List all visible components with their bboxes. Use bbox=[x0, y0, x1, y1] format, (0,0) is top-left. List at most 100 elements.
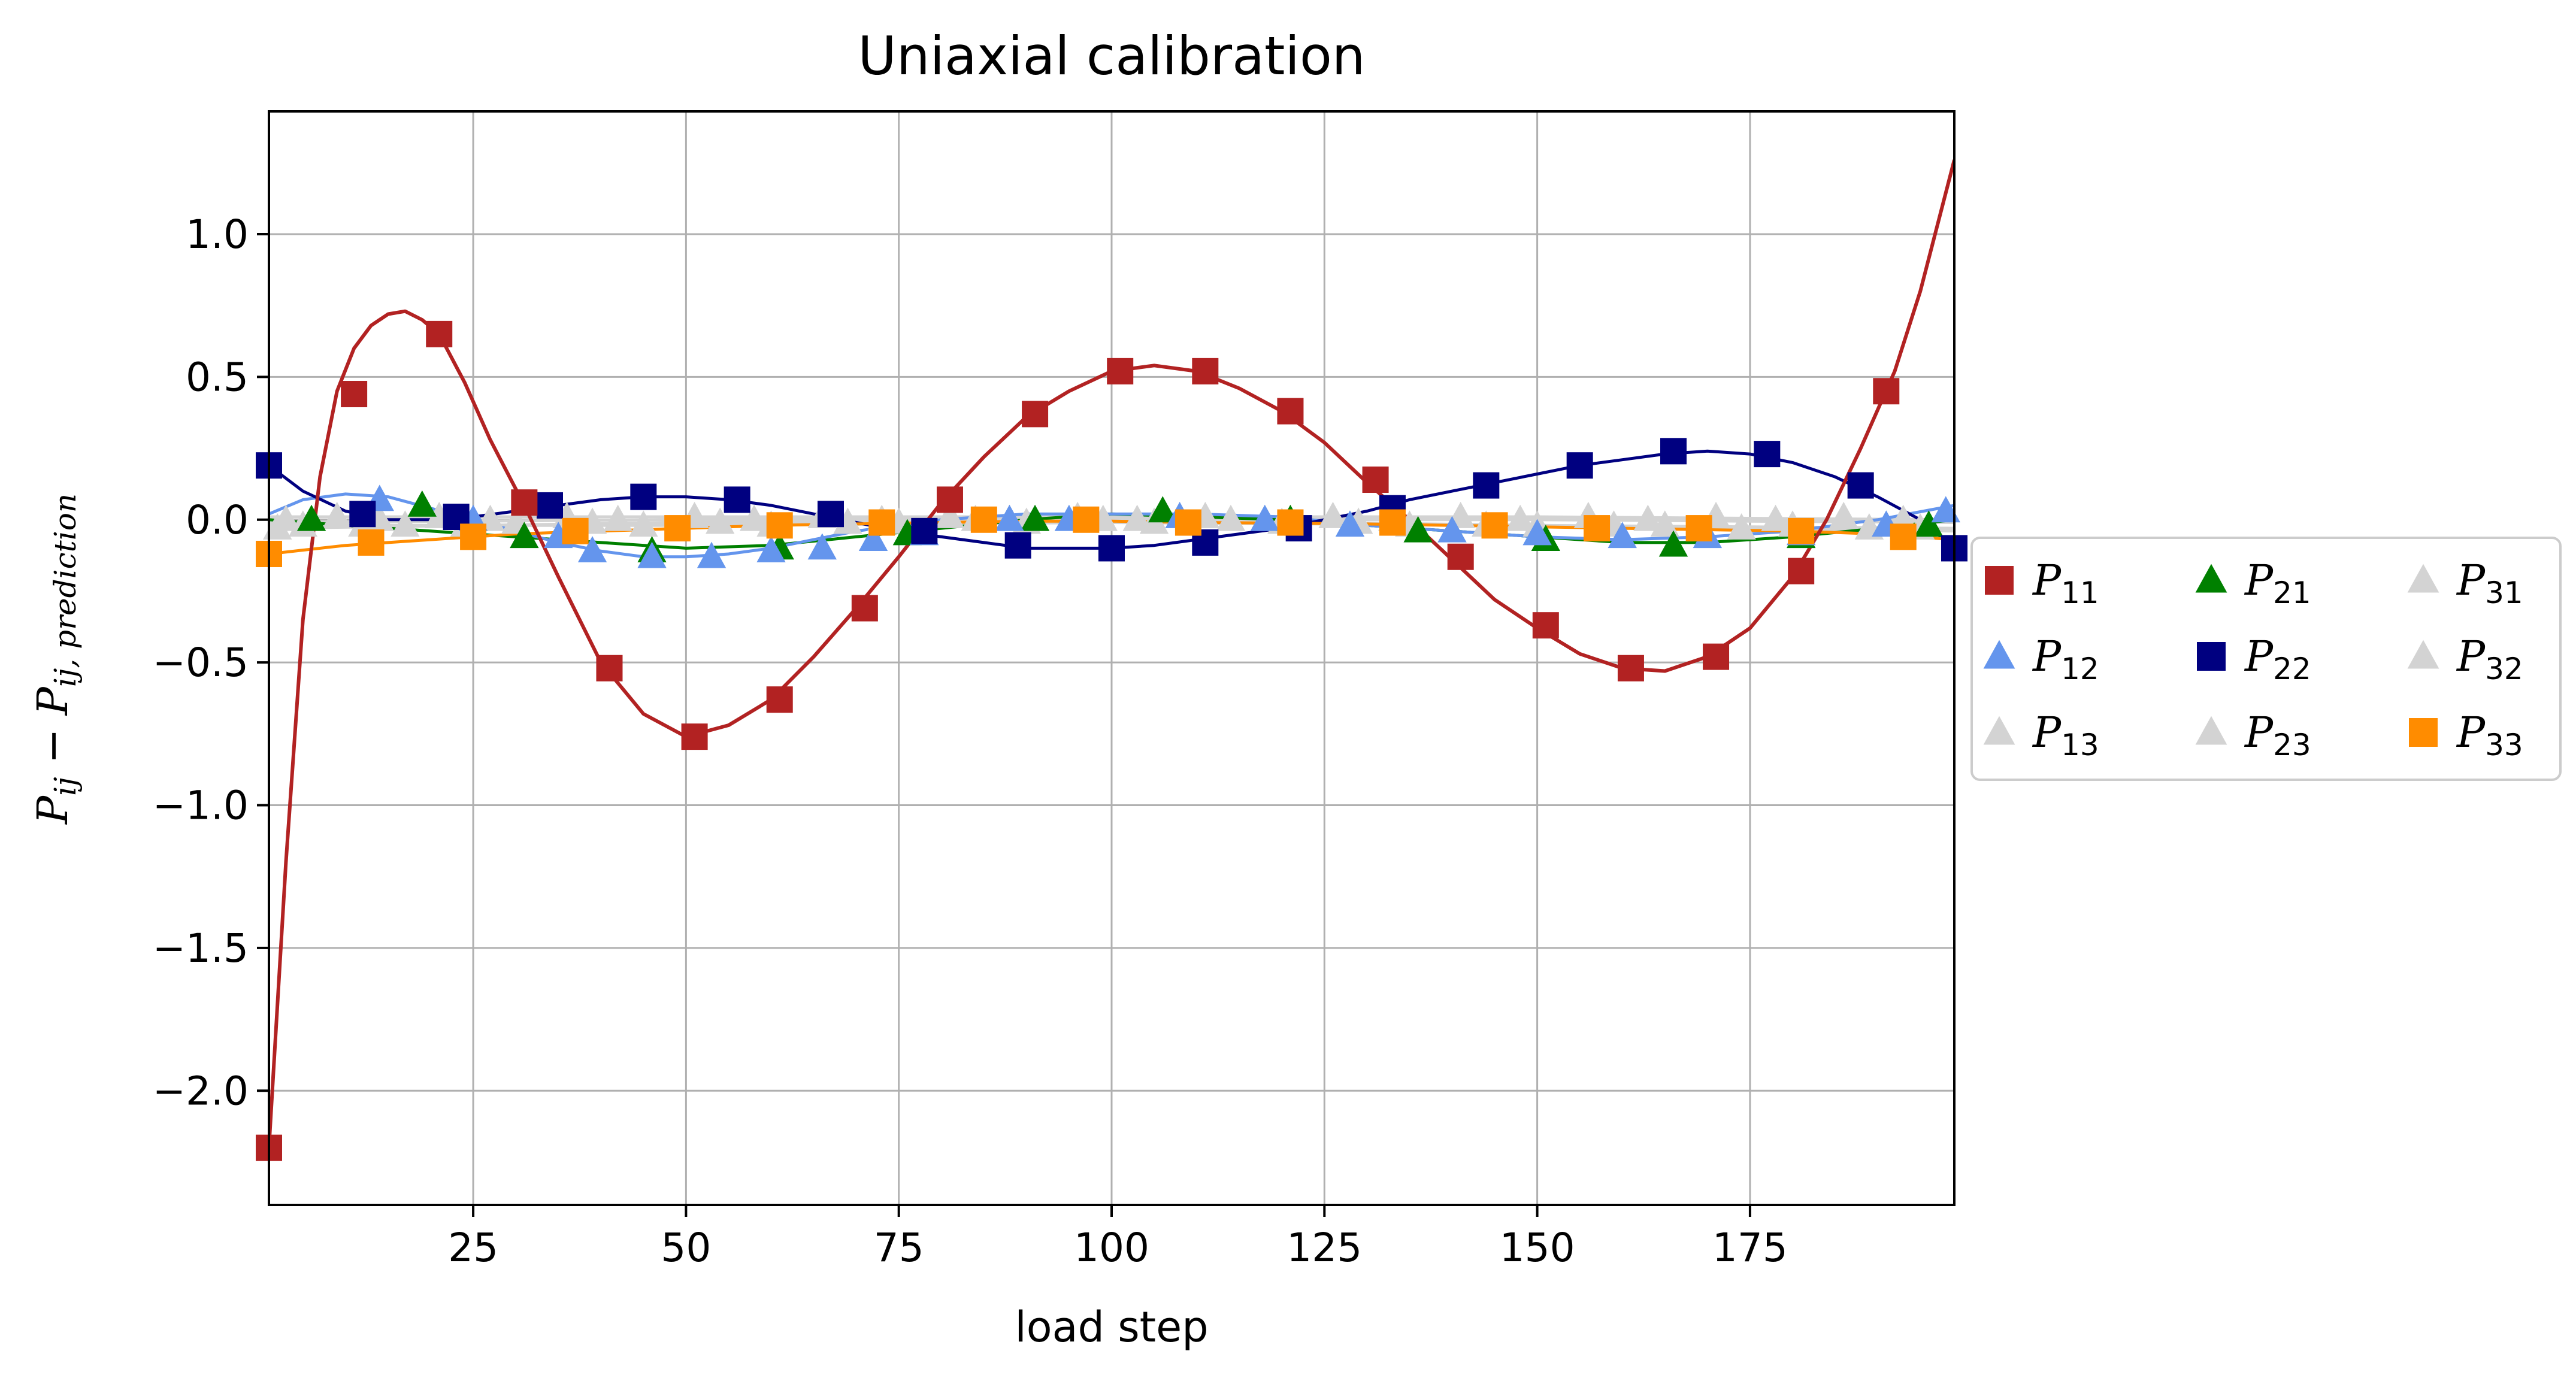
legend-label-sub: 11 bbox=[2061, 576, 2099, 610]
legend-label-sub: 33 bbox=[2485, 728, 2523, 762]
legend-marker-p21 bbox=[2195, 564, 2227, 593]
legend-label-p13: P13 bbox=[2032, 708, 2099, 762]
marker-p22 bbox=[1566, 452, 1593, 479]
marker-p31 bbox=[1829, 501, 1858, 528]
legend-label-p11: P11 bbox=[2032, 556, 2099, 610]
marker-p33 bbox=[562, 517, 589, 544]
legend-label-main: P bbox=[2244, 708, 2274, 757]
marker-p21 bbox=[1658, 530, 1688, 557]
marker-p12 bbox=[1437, 516, 1467, 543]
y-tick-label: −1.5 bbox=[153, 925, 249, 971]
marker-p33 bbox=[1379, 509, 1406, 536]
legend-label-main: P bbox=[2456, 708, 2486, 757]
marker-p11 bbox=[596, 655, 623, 682]
marker-p11 bbox=[1703, 643, 1730, 670]
marker-p11 bbox=[1362, 467, 1389, 493]
marker-p11 bbox=[511, 489, 538, 516]
y-tick-label: −1.0 bbox=[153, 783, 249, 829]
marker-p11 bbox=[1192, 358, 1219, 384]
marker-p32 bbox=[833, 507, 862, 534]
marker-p21 bbox=[407, 490, 437, 517]
marker-p11 bbox=[1277, 398, 1304, 425]
x-tick-label: 125 bbox=[1287, 1225, 1362, 1271]
marker-p12 bbox=[756, 536, 786, 563]
marker-p22 bbox=[349, 501, 376, 528]
x-tick-label: 50 bbox=[661, 1225, 711, 1271]
marker-p22 bbox=[1754, 441, 1781, 468]
marker-p32 bbox=[1727, 513, 1756, 540]
marker-p13 bbox=[1122, 504, 1152, 531]
legend-label-sub: 21 bbox=[2273, 576, 2311, 610]
y-axis: 1.0 0.5 0.0 −0.5 −1.0 −1.5 −2.0 bbox=[153, 211, 269, 1114]
marker-p22 bbox=[1098, 535, 1125, 562]
legend-entry-p23: P23 bbox=[2195, 708, 2311, 762]
marker-p11 bbox=[1617, 655, 1644, 682]
marker-p31 bbox=[935, 501, 965, 528]
legend-marker-p12 bbox=[1983, 640, 2015, 669]
y-tick-label: 0.0 bbox=[186, 497, 249, 543]
legend-marker-p31 bbox=[2407, 564, 2439, 593]
marker-p32 bbox=[706, 507, 735, 534]
y-label-minus: − bbox=[28, 715, 77, 777]
legend-label-p12: P12 bbox=[2032, 632, 2099, 686]
marker-p12 bbox=[807, 533, 837, 560]
marker-p11 bbox=[426, 320, 453, 347]
marker-p33 bbox=[868, 509, 895, 536]
marker-p33 bbox=[766, 512, 793, 539]
series-markers bbox=[256, 320, 1967, 1161]
legend-label-p21: P21 bbox=[2244, 556, 2311, 610]
marker-p12 bbox=[995, 504, 1024, 531]
legend-marker-p23 bbox=[2195, 716, 2227, 745]
legend-label-sub: 13 bbox=[2061, 728, 2099, 762]
x-axis-label: load step bbox=[1015, 1303, 1208, 1352]
marker-p22 bbox=[818, 501, 844, 528]
legend-marker-p32 bbox=[2407, 640, 2439, 669]
y-label-p-sub: ij bbox=[48, 777, 83, 796]
y-label-p: P bbox=[28, 795, 77, 825]
legend-label-p31: P31 bbox=[2456, 556, 2523, 610]
legend-label-main: P bbox=[2032, 708, 2062, 757]
marker-p11 bbox=[851, 595, 878, 622]
marker-p11 bbox=[1107, 358, 1134, 384]
marker-p21 bbox=[1403, 516, 1433, 543]
legend-label-p23: P23 bbox=[2244, 708, 2311, 762]
marker-p12 bbox=[858, 525, 888, 551]
y-label-pred-sub: ij, prediction bbox=[48, 493, 83, 687]
marker-p11 bbox=[1532, 612, 1559, 639]
marker-p11 bbox=[1447, 543, 1474, 570]
marker-p21 bbox=[510, 522, 539, 549]
marker-p22 bbox=[537, 492, 563, 519]
marker-p11 bbox=[1788, 558, 1815, 585]
y-axis-label: Pij − Pij, prediction bbox=[28, 493, 83, 825]
marker-p12 bbox=[697, 541, 727, 568]
marker-p11 bbox=[766, 686, 793, 713]
marker-p11 bbox=[681, 723, 708, 750]
x-tick-label: 25 bbox=[448, 1225, 498, 1271]
marker-p23 bbox=[629, 510, 658, 537]
marker-p12 bbox=[577, 536, 607, 563]
marker-p21 bbox=[1148, 496, 1177, 523]
marker-p33 bbox=[1277, 509, 1304, 536]
x-tick-label: 100 bbox=[1074, 1225, 1149, 1271]
legend-marker-p11 bbox=[1985, 566, 2014, 595]
marker-p12 bbox=[637, 541, 667, 568]
x-axis: 25 50 75 100 125 150 175 bbox=[448, 1205, 1788, 1271]
legend-label-main: P bbox=[2456, 632, 2486, 681]
marker-p12 bbox=[1608, 522, 1637, 549]
legend-label-main: P bbox=[2032, 632, 2062, 681]
marker-p11 bbox=[1873, 378, 1900, 405]
marker-p13 bbox=[1761, 504, 1790, 531]
legend-label-p22: P22 bbox=[2244, 632, 2311, 686]
legend-label-main: P bbox=[2456, 556, 2486, 605]
legend-label-main: P bbox=[2244, 632, 2274, 681]
x-tick-label: 150 bbox=[1500, 1225, 1575, 1271]
marker-p11 bbox=[341, 380, 368, 407]
marker-p31 bbox=[322, 501, 352, 528]
marker-p23 bbox=[1650, 510, 1679, 537]
marker-p22 bbox=[1847, 472, 1874, 499]
legend-label-main: P bbox=[2244, 556, 2274, 605]
legend-label-p33: P33 bbox=[2456, 708, 2523, 762]
y-tick-label: 1.0 bbox=[186, 211, 249, 258]
marker-p12 bbox=[1931, 496, 1960, 523]
